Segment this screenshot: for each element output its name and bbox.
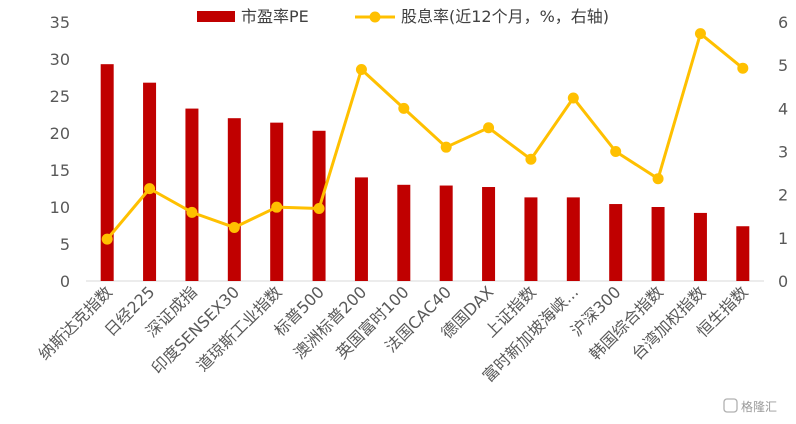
legend-label-pe: 市盈率PE — [241, 7, 309, 26]
right-tick-label: 3 — [778, 143, 788, 162]
dividend-point — [228, 221, 240, 233]
dividend-point — [610, 146, 622, 157]
watermark-logo-icon — [723, 398, 738, 413]
dividend-point — [483, 122, 495, 134]
left-tick-label: 35 — [50, 13, 70, 32]
watermark: 格隆汇 — [723, 398, 777, 414]
dividend-point — [737, 62, 749, 74]
left-axis: 0 5 10 15 20 25 30 35 — [50, 13, 70, 291]
watermark-text: 格隆汇 — [741, 399, 777, 414]
dividend-point — [355, 63, 367, 75]
right-tick-label: 4 — [778, 99, 788, 118]
left-tick-label: 20 — [50, 124, 70, 143]
dividend-point — [652, 173, 664, 185]
dividend-point — [398, 102, 410, 114]
bar-pe — [354, 177, 368, 281]
bar-pe — [185, 108, 199, 281]
dividend-point — [186, 206, 198, 218]
bar-pe — [609, 204, 623, 281]
dividend-point — [101, 233, 113, 245]
left-tick-label: 10 — [50, 198, 70, 217]
left-tick-label: 0 — [60, 272, 70, 291]
right-tick-label: 1 — [778, 229, 788, 248]
bar-pe — [651, 207, 665, 281]
bar-pe — [524, 197, 538, 281]
bar-pe — [736, 226, 750, 281]
right-tick-label: 6 — [778, 13, 788, 32]
line-series — [101, 28, 749, 245]
bar-pe — [227, 118, 241, 281]
left-tick-label: 30 — [50, 50, 70, 69]
dividend-point — [694, 28, 706, 40]
left-tick-label: 5 — [60, 235, 70, 254]
dividend-point — [440, 141, 452, 153]
bar-pe — [439, 185, 453, 281]
bar-pe — [143, 82, 157, 282]
dividend-point — [525, 153, 537, 165]
legend-swatch-marker — [369, 11, 381, 23]
legend-swatch-pe — [197, 11, 235, 22]
bar-pe — [100, 64, 114, 282]
bar-pe — [693, 212, 707, 281]
bar-series — [100, 64, 750, 282]
legend-label-dividend: 股息率(近12个月，%，右轴) — [401, 7, 609, 26]
bar-pe — [397, 184, 411, 281]
dividend-point — [567, 92, 579, 104]
left-tick-label: 15 — [50, 161, 70, 180]
dividend-line — [106, 32, 744, 241]
bar-pe — [566, 197, 580, 281]
legend: 市盈率PE 股息率(近12个月，%，右轴) — [197, 7, 609, 26]
dividend-point — [313, 202, 325, 214]
right-tick-label: 0 — [778, 272, 788, 291]
right-axis: 0 1 2 3 4 5 6 — [778, 13, 788, 291]
right-tick-label: 5 — [778, 56, 788, 75]
right-tick-label: 2 — [778, 186, 788, 205]
left-tick-label: 25 — [50, 87, 70, 106]
bar-pe — [482, 187, 496, 281]
dividend-point — [271, 201, 283, 213]
dividend-point — [144, 183, 156, 195]
